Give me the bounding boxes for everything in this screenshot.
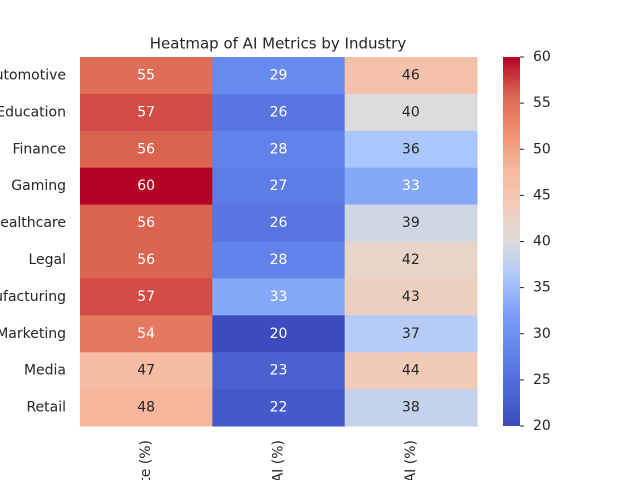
heatmap-cell bbox=[80, 315, 213, 353]
heatmap-cell bbox=[80, 204, 213, 242]
colorbar-tick-label: 40 bbox=[533, 234, 551, 250]
heatmap-cell bbox=[212, 241, 346, 279]
y-tick-label: Gaming bbox=[11, 178, 66, 194]
cell-label: 44 bbox=[402, 363, 420, 379]
cell-label: 56 bbox=[137, 252, 155, 268]
heatmap-cell bbox=[80, 278, 213, 316]
cell-label: 38 bbox=[402, 400, 420, 416]
cell-label: 55 bbox=[137, 67, 155, 83]
y-tick-label: Automotive bbox=[0, 67, 66, 83]
y-tick-label: Education bbox=[0, 104, 66, 120]
heatmap-cell bbox=[344, 93, 478, 132]
heatmap-cell bbox=[344, 204, 478, 242]
colorbar-tick-label: 20 bbox=[533, 418, 551, 434]
heatmap-cell bbox=[212, 352, 346, 390]
colorbar bbox=[503, 57, 520, 426]
cell-label: 28 bbox=[270, 252, 288, 268]
cell-label: 37 bbox=[402, 326, 420, 342]
x-tick-label: AI (%) bbox=[271, 440, 287, 480]
heatmap-cell bbox=[80, 130, 213, 169]
x-tick-label: AI (%) bbox=[403, 440, 419, 480]
cell-label: 33 bbox=[402, 178, 420, 194]
heatmap-cell bbox=[344, 167, 478, 206]
cell-label: 22 bbox=[270, 400, 288, 416]
cell-label: 29 bbox=[270, 67, 288, 83]
heatmap-cell bbox=[80, 241, 213, 279]
heatmap-cell bbox=[212, 57, 346, 95]
colorbar-tick-label: 45 bbox=[533, 187, 551, 203]
cell-label: 23 bbox=[270, 363, 288, 379]
heatmap-cell bbox=[212, 204, 346, 242]
colorbar-tick-label: 30 bbox=[533, 326, 551, 342]
cell-label: 27 bbox=[270, 178, 288, 194]
heatmap-cell bbox=[80, 389, 213, 427]
heatmap-cell bbox=[212, 278, 346, 316]
heatmap-cell bbox=[344, 130, 478, 169]
colorbar-tick-label: 35 bbox=[533, 280, 551, 296]
heatmap-cell bbox=[212, 389, 346, 427]
cell-label: 28 bbox=[270, 141, 288, 157]
heatmap-cell bbox=[344, 315, 478, 353]
cell-label: 26 bbox=[270, 215, 288, 231]
cell-label: 57 bbox=[137, 289, 155, 305]
cell-label: 39 bbox=[402, 215, 420, 231]
cell-label: 56 bbox=[137, 141, 155, 157]
y-tick-label: Manufacturing bbox=[0, 289, 66, 305]
heatmap-cell bbox=[212, 315, 346, 353]
cell-label: 36 bbox=[402, 141, 420, 157]
cell-label: 57 bbox=[137, 104, 155, 120]
heatmap-cell bbox=[212, 93, 346, 132]
y-tick-label: Finance bbox=[12, 141, 66, 157]
cell-label: 43 bbox=[402, 289, 420, 305]
chart-title: Heatmap of AI Metrics by Industry bbox=[150, 35, 407, 53]
heatmap-cell bbox=[80, 57, 213, 95]
y-tick-label: Marketing bbox=[0, 326, 66, 342]
cell-label: 47 bbox=[137, 363, 155, 379]
cell-label: 33 bbox=[270, 289, 288, 305]
colorbar-tick-label: 55 bbox=[533, 95, 551, 111]
heatmap-cell bbox=[212, 167, 346, 206]
heatmap-cell bbox=[344, 352, 478, 390]
heatmap-cell bbox=[344, 389, 478, 427]
cell-label: 20 bbox=[270, 326, 288, 342]
y-tick-label: Retail bbox=[26, 400, 66, 416]
cell-label: 42 bbox=[402, 252, 420, 268]
heatmap-cell bbox=[344, 57, 478, 95]
cell-label: 60 bbox=[137, 178, 155, 194]
y-tick-label: Legal bbox=[28, 252, 66, 268]
cell-label: 46 bbox=[402, 67, 420, 83]
cell-label: 54 bbox=[137, 326, 155, 342]
colorbar-tick-label: 25 bbox=[533, 372, 551, 388]
y-tick-label: Media bbox=[24, 363, 66, 379]
x-tick-label: te (%) bbox=[138, 440, 154, 480]
heatmap-cell bbox=[80, 167, 213, 206]
colorbar-tick-label: 50 bbox=[533, 141, 551, 157]
heatmap-cell bbox=[80, 352, 213, 390]
heatmap-cell bbox=[344, 278, 478, 316]
cell-label: 26 bbox=[270, 104, 288, 120]
colorbar-tick-label: 60 bbox=[533, 49, 551, 65]
cell-label: 48 bbox=[137, 400, 155, 416]
cell-label: 56 bbox=[137, 215, 155, 231]
heatmap-cell bbox=[80, 93, 213, 132]
y-tick-label: Healthcare bbox=[0, 215, 66, 231]
cell-label: 40 bbox=[402, 104, 420, 120]
heatmap-cell bbox=[212, 130, 346, 169]
heatmap-cell bbox=[344, 241, 478, 279]
